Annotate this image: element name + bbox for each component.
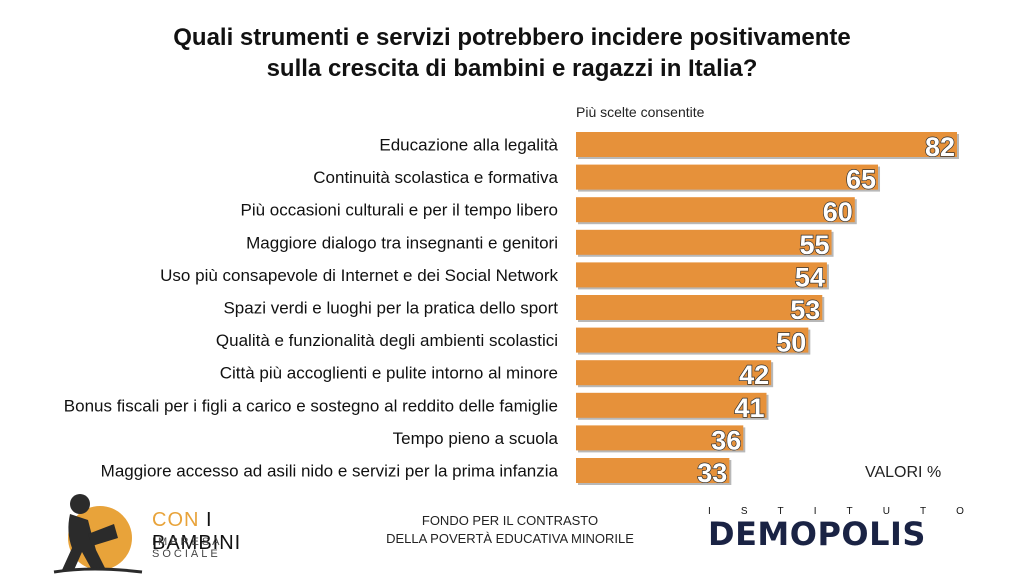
- bar: [576, 458, 730, 483]
- value-label: 36: [711, 425, 741, 455]
- category-label: Qualità e funzionalità degli ambienti sc…: [216, 331, 558, 350]
- chart-title: Quali strumenti e servizi potrebbero inc…: [0, 22, 1024, 84]
- value-label: 53: [790, 295, 820, 325]
- bar: [576, 392, 767, 418]
- category-label: Bonus fiscali per i figli a carico e sos…: [64, 396, 558, 415]
- istituto-letter: U: [882, 506, 890, 517]
- value-label: 55: [800, 230, 830, 260]
- con-i-bambini-logo: CON I BAMBINI IMPRESA SOCIALE: [52, 490, 292, 574]
- istituto-letter: S: [740, 506, 748, 517]
- demopolis-logo: I S T I T U T O DEMOPOLIS: [708, 506, 968, 556]
- category-label: Tempo pieno a scuola: [393, 429, 559, 448]
- istituto-letter: T: [777, 506, 784, 517]
- child-reading-icon: [53, 494, 143, 574]
- bar: [576, 327, 809, 353]
- value-label: 65: [846, 165, 876, 195]
- wordmark-bambini: I BAMBINI: [152, 509, 242, 554]
- demopolis-wordmark: DEMOPOLIS: [708, 515, 926, 553]
- category-label: Maggiore accesso ad asili nido e servizi…: [101, 462, 559, 481]
- istituto-letter: O: [956, 506, 964, 517]
- con-i-bambini-wordmark: CON I BAMBINI: [152, 509, 292, 555]
- value-label: 50: [776, 328, 806, 358]
- title-line-2: sulla crescita di bambini e ragazzi in I…: [266, 55, 758, 82]
- bar: [576, 295, 823, 320]
- category-label: Città più accoglienti e pulite intorno a…: [220, 364, 558, 383]
- category-label: Uso più consapevole di Internet e dei So…: [160, 266, 558, 285]
- fund-line-2: DELLA POVERTÀ EDUCATIVA MINORILE: [386, 531, 634, 546]
- category-label: Spazi verdi e luoghi per la pratica dell…: [223, 299, 558, 318]
- bar: [576, 132, 957, 157]
- bar-chart: Educazione alla legalità 82 Continuità sco…: [64, 131, 959, 489]
- bar: [576, 229, 832, 255]
- title-line-1: Quali strumenti e servizi potrebbero inc…: [173, 24, 851, 51]
- impresa-sociale-tagline: IMPRESA SOCIALE: [152, 536, 222, 560]
- category-label: Maggiore dialogo tra insegnanti e genito…: [246, 233, 558, 252]
- istituto-letter: T: [846, 506, 853, 517]
- bar: [576, 164, 879, 190]
- wordmark-con: CON: [152, 509, 200, 531]
- bar: [576, 197, 855, 223]
- istituto-letter: I: [813, 506, 817, 517]
- value-label: 42: [739, 360, 769, 390]
- bar: [576, 425, 744, 451]
- value-label: 41: [734, 393, 764, 423]
- istituto-letter: I: [708, 506, 711, 517]
- fund-caption: FONDO PER IL CONTRASTO DELLA POVERTÀ EDU…: [360, 512, 660, 548]
- category-label: Più occasioni culturali e per il tempo l…: [241, 201, 559, 220]
- value-label: 54: [795, 262, 825, 292]
- fund-line-1: FONDO PER IL CONTRASTO: [421, 513, 599, 528]
- value-label: 82: [925, 132, 955, 162]
- bar: [576, 360, 772, 386]
- multiple-choice-note: Più scelte consentite: [576, 104, 705, 120]
- category-label: Educazione alla legalità: [379, 136, 558, 155]
- value-label: 60: [823, 197, 853, 227]
- value-label: 33: [697, 458, 727, 488]
- bar: [576, 262, 827, 288]
- category-label: Continuità scolastica e formativa: [313, 168, 558, 187]
- units-label: VALORI %: [865, 464, 942, 481]
- istituto-letter: T: [919, 506, 927, 517]
